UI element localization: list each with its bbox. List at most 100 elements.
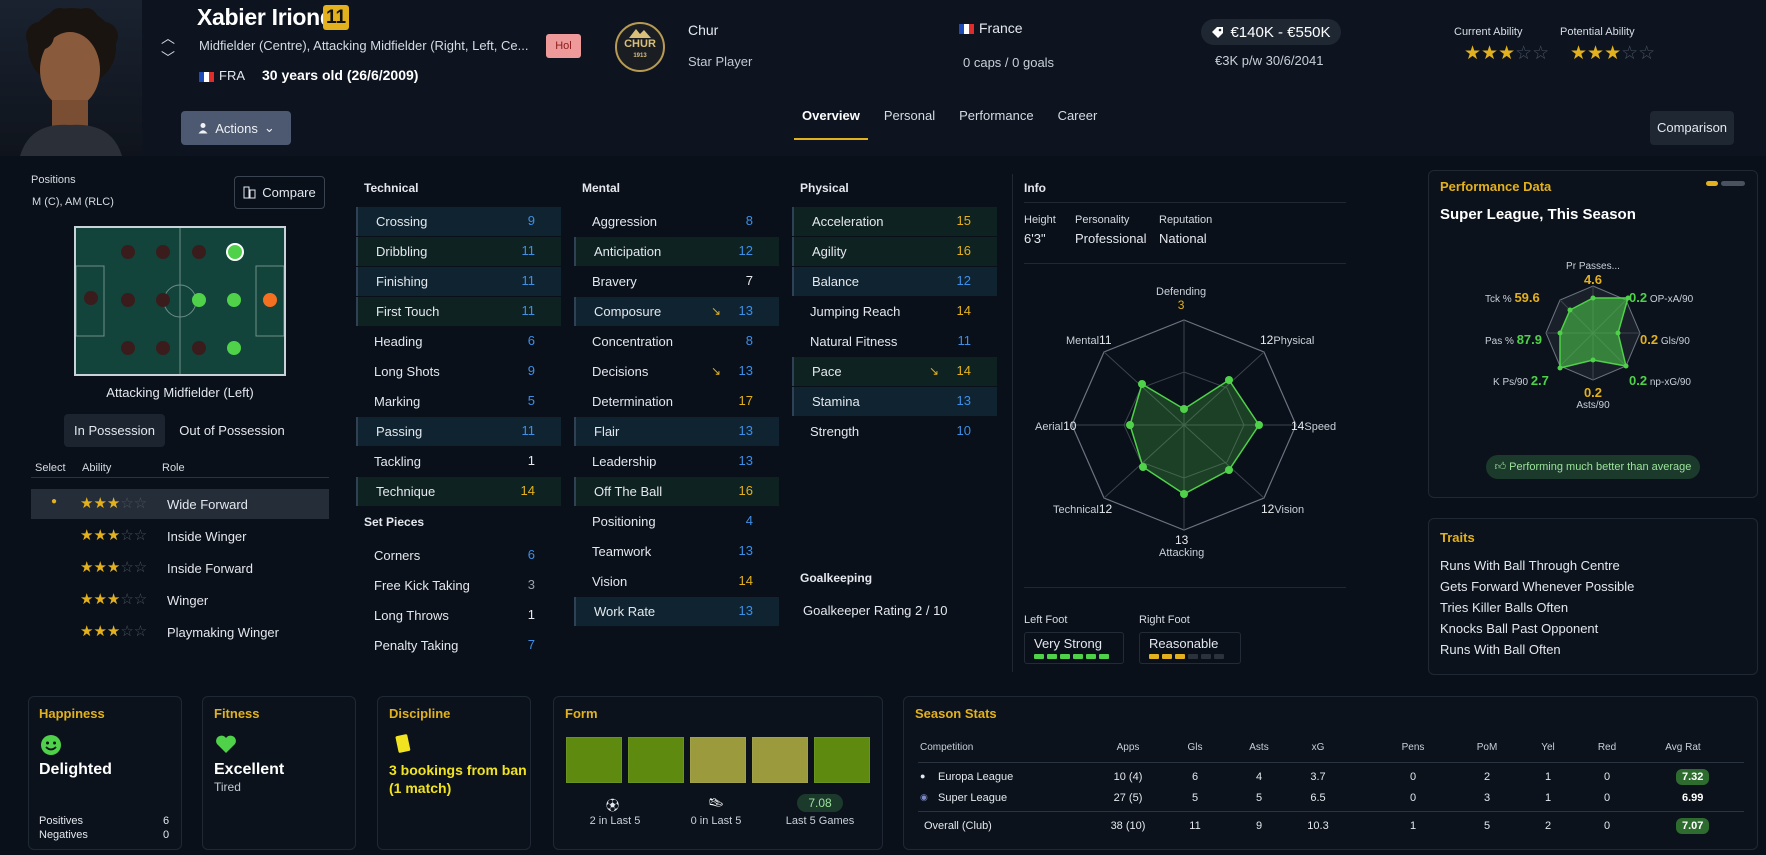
holiday-badge[interactable]: Hol — [546, 34, 581, 58]
comparison-button[interactable]: Comparison — [1650, 111, 1734, 145]
attribute-row[interactable]: Jumping Reach 14 — [792, 297, 997, 326]
col-header[interactable]: Avg Rat — [1665, 742, 1701, 753]
position-dot[interactable] — [156, 293, 170, 307]
cell: 0 — [1603, 792, 1611, 804]
position-pitch[interactable] — [74, 226, 286, 376]
cell: 2 — [1483, 771, 1491, 783]
potential-ability-label: Potential Ability — [1560, 26, 1635, 38]
col-header[interactable]: Pens — [1401, 742, 1425, 753]
attribute-row[interactable]: Long Shots 9 — [356, 357, 561, 386]
col-header[interactable]: Gls — [1187, 742, 1203, 753]
attribute-row[interactable]: Leadership 13 — [574, 447, 779, 476]
position-dot[interactable] — [121, 245, 135, 259]
attribute-row[interactable]: Technique 14 — [356, 477, 561, 506]
tab-performance[interactable]: Performance — [959, 108, 1034, 123]
col-header[interactable]: Asts — [1249, 742, 1269, 753]
role-row[interactable]: ★★★☆☆ Playmaking Winger — [31, 617, 329, 647]
col-header[interactable]: xG — [1311, 742, 1325, 753]
position-dot[interactable] — [121, 341, 135, 355]
attribute-row[interactable]: Crossing 9 — [356, 207, 561, 236]
role-row[interactable]: ★★★☆☆ Winger — [31, 585, 329, 615]
attribute-row[interactable]: Marking 5 — [356, 387, 561, 416]
col-header[interactable]: Competition — [920, 742, 974, 753]
role-row[interactable]: ● ★★★☆☆ Wide Forward — [31, 489, 329, 519]
col-header[interactable]: Yel — [1541, 742, 1555, 753]
attribute-row[interactable]: Determination 17 — [574, 387, 779, 416]
form-match-box[interactable] — [752, 737, 808, 783]
col-header[interactable]: Apps — [1116, 742, 1140, 753]
attribute-row[interactable]: Bravery 7 — [574, 267, 779, 296]
club-name[interactable]: Chur — [688, 22, 719, 38]
attribute-row[interactable]: First Touch 11 — [356, 297, 561, 326]
attribute-row[interactable]: Vision 14 — [574, 567, 779, 596]
carousel-dot[interactable] — [1721, 181, 1745, 186]
previous-player-chevron-icon[interactable]: ︿ — [161, 30, 175, 46]
tab-overview[interactable]: Overview — [790, 96, 872, 140]
role-row[interactable]: ★★★☆☆ Inside Forward — [31, 553, 329, 583]
attribute-row[interactable]: Strength 10 — [792, 417, 997, 446]
position-dot[interactable] — [156, 341, 170, 355]
position-dot[interactable] — [156, 245, 170, 259]
attribute-row[interactable]: Off The Ball 16 — [574, 477, 779, 506]
position-dot-selected[interactable] — [226, 243, 244, 261]
club-crest-icon[interactable]: CHUR 1913 — [615, 22, 665, 72]
position-dot[interactable] — [192, 245, 206, 259]
attribute-row[interactable]: Heading 6 — [356, 327, 561, 356]
attribute-row[interactable]: Agility 16 — [792, 237, 997, 266]
attribute-row[interactable]: Acceleration 15 — [792, 207, 997, 236]
form-match-box[interactable] — [566, 737, 622, 783]
position-dot[interactable] — [192, 341, 206, 355]
attribute-row[interactable]: Corners 6 — [356, 541, 561, 570]
attribute-row[interactable]: Positioning 4 — [574, 507, 779, 536]
form-match-box[interactable] — [814, 737, 870, 783]
attribute-row[interactable]: Concentration 8 — [574, 327, 779, 356]
attribute-row[interactable]: Stamina 13 — [792, 387, 997, 416]
attribute-row[interactable]: Passing 11 — [356, 417, 561, 446]
attribute-row[interactable]: Penalty Taking 7 — [356, 631, 561, 660]
attribute-row[interactable]: Work Rate 13 — [574, 597, 779, 626]
col-header[interactable]: PoM — [1476, 742, 1498, 753]
position-dot[interactable] — [84, 291, 98, 305]
role-row[interactable]: ★★★☆☆ Inside Winger — [31, 521, 329, 551]
attribute-row[interactable]: Teamwork 13 — [574, 537, 779, 566]
attribute-row[interactable]: Flair 13 — [574, 417, 779, 446]
col-header[interactable]: Red — [1597, 742, 1617, 753]
attribute-row[interactable]: Free Kick Taking 3 — [356, 571, 561, 600]
perf-stat-label: Pas % — [1485, 336, 1514, 347]
position-dot-natural[interactable] — [192, 293, 206, 307]
compare-button[interactable]: Compare — [234, 176, 325, 209]
attribute-row[interactable]: Anticipation 12 — [574, 237, 779, 266]
carousel-dot-active[interactable] — [1706, 181, 1718, 186]
attribute-row[interactable]: Aggression 8 — [574, 207, 779, 236]
out-of-possession-tab[interactable]: Out of Possession — [179, 423, 285, 438]
in-possession-tab[interactable]: In Possession — [64, 414, 165, 447]
avg-rating-cell: 7.32 — [1676, 769, 1710, 785]
actions-button[interactable]: Actions ⌄ — [181, 111, 291, 145]
form-match-box[interactable] — [628, 737, 684, 783]
role-stars: ★★★☆☆ — [80, 527, 148, 544]
form-match-box[interactable] — [690, 737, 746, 783]
attribute-row[interactable]: Tackling 1 — [356, 447, 561, 476]
attribute-row[interactable]: Finishing 11 — [356, 267, 561, 296]
transfer-value-pill[interactable]: €140K - €550K — [1201, 19, 1341, 45]
position-dot[interactable] — [121, 293, 135, 307]
right-foot-box: Reasonable — [1139, 632, 1241, 664]
attribute-row[interactable]: Decisions ↘ 13 — [574, 357, 779, 386]
attribute-row[interactable]: Dribbling 11 — [356, 237, 561, 266]
attribute-row[interactable]: Natural Fitness 11 — [792, 327, 997, 356]
left-foot-bar — [1034, 654, 1109, 659]
national-team[interactable]: France — [959, 20, 1023, 36]
tab-career[interactable]: Career — [1057, 108, 1098, 123]
position-dot-natural[interactable] — [227, 293, 241, 307]
attribute-row[interactable]: Balance 12 — [792, 267, 997, 296]
position-dot-natural[interactable] — [227, 341, 241, 355]
tab-personal[interactable]: Personal — [883, 108, 936, 123]
next-player-chevron-icon[interactable]: ﹀ — [161, 50, 175, 66]
position-dot-striker[interactable] — [263, 293, 277, 307]
attribute-value: 14 — [738, 573, 753, 588]
attribute-row[interactable]: Pace ↘ 14 — [792, 357, 997, 386]
competition-icon: ● — [920, 771, 926, 781]
attribute-row[interactable]: Composure ↘ 13 — [574, 297, 779, 326]
france-flag-icon — [199, 71, 214, 82]
attribute-row[interactable]: Long Throws 1 — [356, 601, 561, 630]
